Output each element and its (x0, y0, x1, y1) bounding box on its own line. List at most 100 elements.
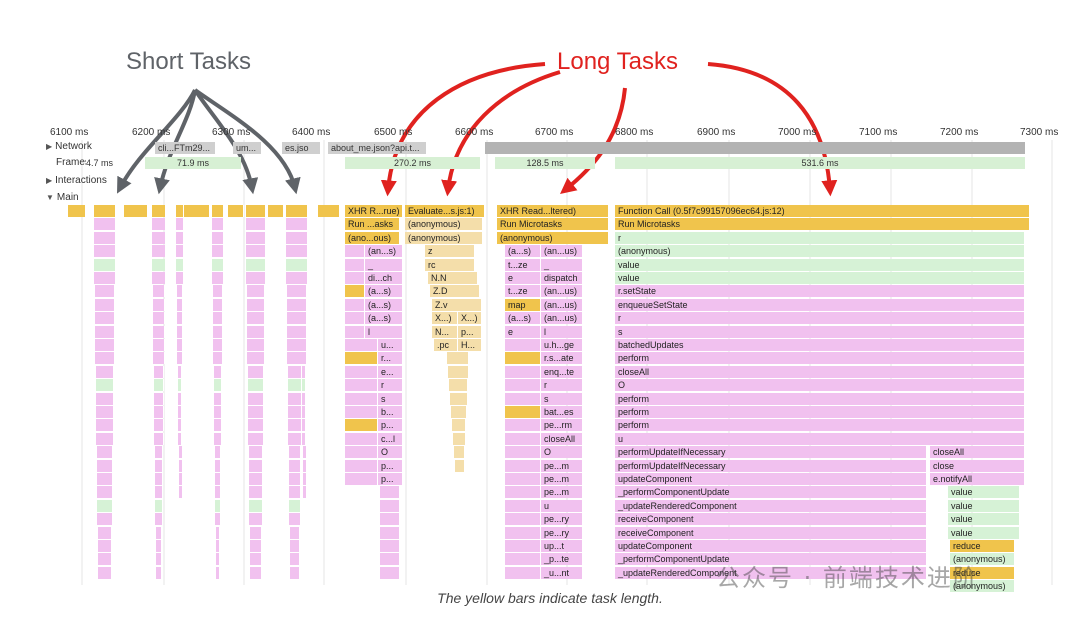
flame-bar[interactable]: enq...te (541, 365, 583, 378)
flame-bar[interactable] (184, 205, 210, 217)
flame-bar[interactable] (246, 258, 266, 271)
flame-bar[interactable] (301, 312, 307, 325)
flame-bar[interactable]: value (948, 526, 1020, 539)
flame-bar[interactable] (505, 553, 541, 566)
flame-bar[interactable] (505, 499, 541, 512)
flame-bar[interactable] (246, 245, 266, 258)
flame-bar[interactable]: t...ze (505, 258, 541, 271)
flame-bar[interactable] (214, 406, 222, 418)
flame-bar[interactable] (250, 553, 262, 566)
flame-bar[interactable] (155, 446, 163, 459)
flame-bar[interactable] (94, 258, 116, 271)
flame-bar[interactable]: u (541, 499, 583, 512)
flame-bar[interactable] (248, 432, 264, 445)
flame-bar[interactable] (178, 446, 183, 459)
flame-bar[interactable] (216, 540, 220, 552)
flame-bar[interactable]: value (948, 499, 1020, 512)
flame-bar[interactable]: closeAll (930, 446, 1025, 459)
flame-bar[interactable] (154, 432, 164, 445)
flame-bar[interactable]: perform (615, 392, 1025, 405)
flame-bar[interactable]: z (425, 245, 475, 258)
flame-bar[interactable] (247, 352, 265, 365)
flame-bar[interactable] (250, 540, 262, 552)
flame-bar[interactable] (345, 285, 365, 298)
frame-box[interactable]: 4.7 ms (86, 157, 120, 169)
flame-bar[interactable] (213, 285, 223, 298)
flame-bar[interactable] (301, 325, 307, 338)
main-track-label[interactable]: ▼ Main (46, 192, 79, 203)
flame-bar[interactable] (249, 446, 263, 459)
flame-bar[interactable] (178, 406, 182, 418)
flame-bar[interactable]: closeAll (615, 365, 1025, 378)
frames-track-label[interactable]: Frames (56, 157, 90, 168)
flame-bar[interactable] (98, 526, 112, 539)
flame-bar[interactable] (214, 419, 222, 432)
flame-bar[interactable] (302, 406, 306, 418)
flame-bar[interactable] (177, 352, 183, 365)
flame-bar[interactable] (98, 540, 112, 552)
flame-bar[interactable] (214, 432, 222, 445)
flame-bar[interactable]: (anonymous) (950, 553, 1015, 566)
flame-bar[interactable] (177, 312, 183, 325)
flame-bar[interactable] (155, 486, 163, 499)
flame-bar[interactable] (505, 446, 541, 459)
flame-bar[interactable]: r (378, 379, 403, 392)
flame-bar[interactable] (247, 285, 265, 298)
flame-bar[interactable]: (an...us) (541, 312, 583, 325)
flame-bar[interactable]: N.N (428, 272, 478, 284)
flame-bar[interactable] (345, 379, 378, 392)
flame-bar[interactable] (246, 231, 266, 244)
flame-bar[interactable]: di...ch (365, 272, 403, 284)
flame-bar[interactable]: Run Microtasks (615, 218, 1030, 231)
flame-bar[interactable]: bat...es (541, 406, 583, 418)
network-request-bar[interactable] (485, 142, 1025, 154)
network-request-bar[interactable]: es.jso (282, 142, 320, 154)
flame-bar[interactable] (288, 406, 302, 418)
flame-bar[interactable]: r.s...ate (541, 352, 583, 365)
flame-bar[interactable] (345, 406, 378, 418)
flame-bar[interactable] (215, 486, 221, 499)
flame-bar[interactable] (68, 205, 86, 217)
flame-bar[interactable] (178, 432, 182, 445)
flame-bar[interactable] (505, 339, 541, 351)
flame-bar[interactable] (345, 339, 378, 351)
flame-bar[interactable] (505, 540, 541, 552)
flame-bar[interactable] (448, 365, 469, 378)
flame-bar[interactable]: (an...us) (541, 285, 583, 298)
flame-bar[interactable]: pe...m (541, 459, 583, 472)
flame-bar[interactable] (302, 379, 306, 392)
flame-bar[interactable] (318, 205, 340, 217)
flame-bar[interactable] (345, 272, 365, 284)
flame-bar[interactable] (94, 218, 116, 231)
flame-bar[interactable]: _performComponentUpdate (615, 486, 927, 499)
flame-bar[interactable] (94, 231, 116, 244)
flame-bar[interactable]: pe...ry (541, 513, 583, 526)
flame-bar[interactable] (153, 325, 165, 338)
network-request-bar[interactable]: about_me.json?api.t... (328, 142, 426, 154)
flame-bar[interactable] (156, 553, 162, 566)
flame-bar[interactable]: c...l (378, 432, 403, 445)
flame-bar[interactable] (96, 379, 114, 392)
flame-bar[interactable] (154, 406, 164, 418)
flame-bar[interactable] (380, 540, 400, 552)
flame-bar[interactable] (288, 379, 302, 392)
flame-bar[interactable] (345, 325, 365, 338)
flame-bar[interactable] (216, 553, 220, 566)
flame-bar[interactable]: enqueueSetState (615, 298, 1025, 311)
flame-bar[interactable]: Run ...asks (345, 218, 400, 231)
flame-bar[interactable]: Z.D (430, 285, 480, 298)
flame-bar[interactable] (248, 419, 264, 432)
flame-bar[interactable]: p... (378, 419, 403, 432)
flame-bar[interactable] (300, 231, 308, 244)
flame-bar[interactable] (345, 392, 378, 405)
flame-bar[interactable]: XHR R...rue) (345, 205, 403, 217)
flame-bar[interactable]: value (948, 486, 1020, 499)
flame-bar[interactable]: (anonymous) (497, 231, 609, 244)
network-request-bar[interactable]: cli...FTm29... (155, 142, 215, 154)
flame-bar[interactable] (247, 325, 265, 338)
flame-bar[interactable] (345, 258, 365, 271)
flame-bar[interactable]: up...t (541, 540, 583, 552)
flame-bar[interactable] (97, 499, 113, 512)
flame-bar[interactable] (246, 272, 266, 284)
flame-bar[interactable] (178, 365, 182, 378)
